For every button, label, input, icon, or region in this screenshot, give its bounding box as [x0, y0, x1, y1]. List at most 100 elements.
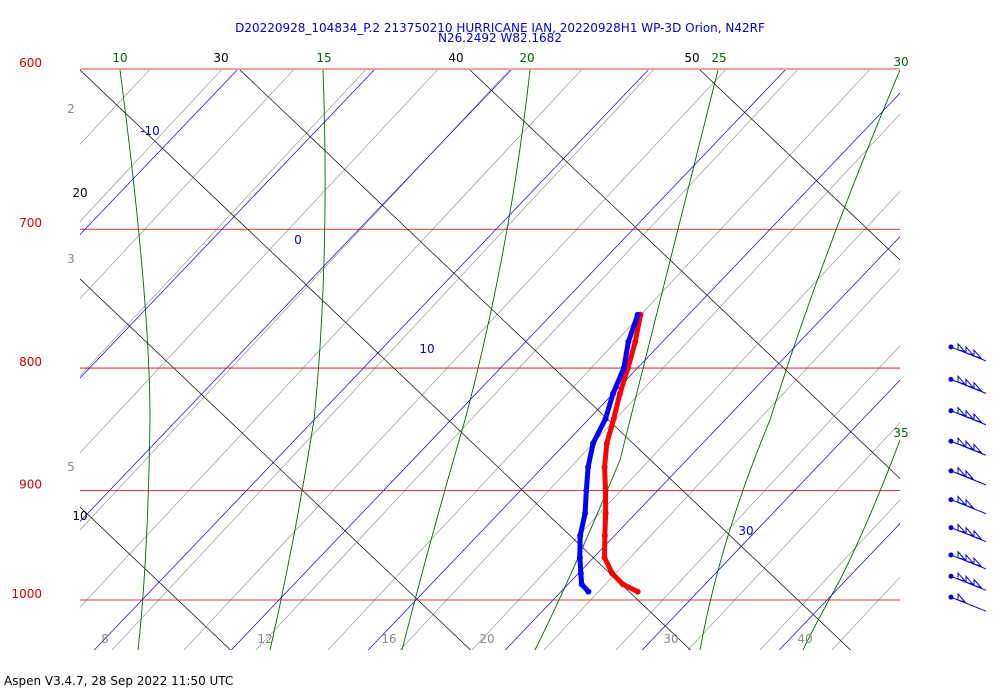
isotherm-lines	[80, 70, 1000, 650]
sounding-profiles	[576, 311, 644, 595]
temperature-point	[601, 464, 608, 471]
dewpoint-point	[582, 510, 589, 517]
dry-adiabat-line	[80, 278, 472, 650]
wind-barb-flag	[973, 443, 983, 454]
temperature-point	[601, 554, 608, 561]
temperature-point	[634, 588, 641, 595]
wind-barb-flag	[965, 439, 975, 451]
temperature-point	[601, 532, 608, 539]
moist-adiabat-line	[269, 70, 326, 650]
wind-barb-flag	[957, 571, 967, 583]
mixing-ratio-line	[255, 70, 798, 650]
wind-barb	[948, 374, 987, 394]
wind-barb-flag	[973, 381, 983, 392]
moist-adiabat-label: 15	[316, 51, 331, 65]
wind-barb-flag	[957, 374, 967, 386]
mixing-ratio-line	[327, 70, 870, 650]
isotherm-line	[93, 70, 649, 650]
wind-barb-flag	[957, 495, 967, 506]
dry-adiabat-line	[80, 506, 232, 650]
mixing-ratio-label: 40	[797, 632, 812, 646]
wind-barb-flag	[973, 578, 983, 589]
moist-adiabat-label: 30	[893, 55, 908, 69]
temperature-point	[619, 581, 626, 588]
temperature-line	[601, 312, 643, 595]
chart-title-line1: D20220928_104834_P.2 213750210 HURRICANE…	[235, 21, 765, 35]
dry-adiabat-label: 40	[448, 51, 463, 65]
isotherm-line	[230, 70, 786, 650]
temperature-point	[632, 338, 639, 345]
dry-adiabat-line	[930, 70, 1000, 659]
mixing-ratio-line	[471, 190, 900, 650]
mixing-ratio-label: 12	[257, 632, 272, 646]
dewpoint-point	[602, 415, 609, 422]
moist-adiabat-line	[699, 70, 900, 650]
wind-barb-flag	[957, 550, 967, 561]
isotherm-line	[367, 92, 900, 650]
dry-adiabat-line	[469, 70, 900, 479]
dewpoint-point	[585, 464, 592, 471]
mixing-ratio-lines	[80, 50, 1000, 650]
mixing-ratio-label: 20	[479, 632, 494, 646]
dewpoint-point	[577, 532, 584, 539]
wind-barb-flag	[965, 498, 975, 509]
moist-adiabat-line	[802, 439, 900, 650]
dry-adiabat-label: 20	[72, 186, 87, 200]
mixing-ratio-label: 2	[67, 102, 75, 116]
mixing-ratio-label: 8	[101, 632, 109, 646]
wind-barb-flag	[973, 348, 983, 360]
moist-adiabat-label: 20	[519, 51, 534, 65]
mixing-ratio-label: 30	[663, 632, 678, 646]
mixing-ratio-line	[687, 422, 900, 650]
wind-barb	[948, 436, 987, 456]
temperature-point	[603, 440, 610, 447]
dewpoint-point	[625, 338, 632, 345]
mixing-ratio-line	[80, 70, 510, 531]
wind-barb	[948, 466, 987, 486]
moist-adiabat-label: 25	[711, 51, 726, 65]
dry-adiabat-lines	[80, 70, 1000, 659]
isotherm-label: 30	[738, 524, 753, 538]
mixing-ratio-line	[80, 70, 294, 300]
isotherm-line	[80, 70, 238, 236]
wind-barb	[948, 592, 987, 612]
isotherm-line	[641, 379, 900, 650]
isotherm-line	[80, 70, 512, 522]
wind-barb-flag	[957, 406, 967, 417]
dewpoint-point	[578, 581, 585, 588]
mixing-ratio-line	[831, 576, 900, 650]
mixing-ratio-line	[976, 50, 1000, 650]
wind-barb	[948, 550, 987, 570]
mixing-ratio-line	[80, 70, 222, 222]
wind-barb-flag	[965, 469, 975, 480]
wind-barb	[948, 406, 987, 426]
mixing-ratio-line	[183, 70, 726, 650]
pressure-label: 700	[19, 216, 42, 230]
temperature-point	[609, 570, 616, 577]
mixing-ratio-line	[759, 499, 900, 650]
wind-barb-flag	[973, 529, 983, 540]
temperature-point	[610, 415, 617, 422]
dewpoint-point	[585, 588, 592, 595]
mixing-ratio-line	[80, 70, 150, 145]
dry-adiabat-label: 30	[213, 51, 228, 65]
mixing-ratio-line	[904, 50, 1000, 650]
wind-barb-flag	[965, 553, 975, 564]
moist-adiabat-line	[119, 70, 151, 650]
mixing-ratio-line	[80, 70, 366, 377]
isotherm-line	[916, 70, 1000, 650]
wind-barb-flag	[957, 466, 967, 477]
isotherm-label: 0	[294, 233, 302, 247]
chart-title-line2: N26.2492 W82.1682	[438, 31, 562, 45]
wind-barb-flag	[965, 574, 975, 586]
isotherm-label: -10	[140, 124, 160, 138]
isobar-lines	[80, 68, 900, 601]
footer-version: Aspen V3.4.7, 28 Sep 2022 11:50 UTC	[4, 674, 234, 688]
mixing-ratio-line	[615, 345, 900, 650]
isotherm-line	[80, 70, 375, 379]
mixing-ratio-line	[399, 113, 900, 650]
moist-adiabat-label: 10	[112, 51, 127, 65]
moist-adiabat-lines	[119, 70, 900, 650]
wind-barb-shaft	[950, 596, 987, 612]
dewpoint-point	[610, 390, 617, 397]
